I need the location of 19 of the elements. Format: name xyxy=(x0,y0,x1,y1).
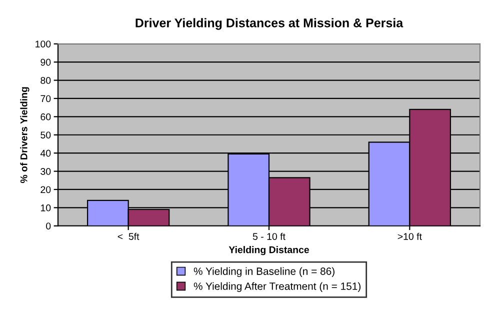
y-tick-label: 20 xyxy=(40,186,51,194)
y-tick-label: 0 xyxy=(46,222,51,230)
legend-label: % Yielding in Baseline (n = 86) xyxy=(194,267,334,277)
y-tick-label: 50 xyxy=(40,132,51,138)
y-axis-title: % of Drivers Yielding xyxy=(20,87,30,183)
y-tick-label: 60 xyxy=(40,113,51,120)
y-tick-label: 30 xyxy=(40,168,51,175)
y-tick-label: 10 xyxy=(40,204,51,212)
y-tick-label: 90 xyxy=(40,58,51,66)
y-tick-label: 80 xyxy=(40,77,51,84)
x-tick-label: 5 - 10 ft xyxy=(252,232,286,240)
x-axis-title: Yielding Distance xyxy=(228,246,310,256)
legend-label: % Yielding After Treatment (n = 151) xyxy=(194,282,361,292)
y-tick-label: 70 xyxy=(40,95,51,102)
y-tick-label: 100 xyxy=(36,40,51,48)
chart-title: Driver Yielding Distances at Mission & Persia xyxy=(136,18,404,30)
x-tick-label: < 5ft xyxy=(118,232,140,240)
x-tick-label: >10 ft xyxy=(398,232,422,240)
y-tick-label: 40 xyxy=(40,150,51,157)
